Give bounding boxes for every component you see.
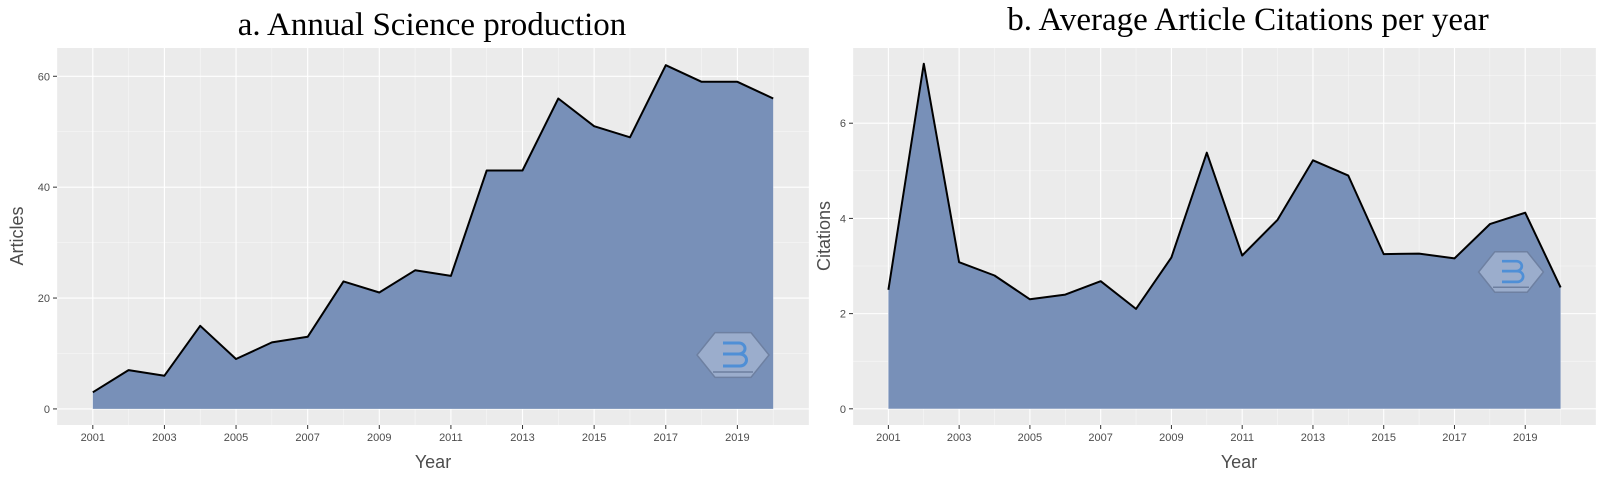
x-axis-label: Year <box>415 452 451 472</box>
x-tick-label: 2015 <box>582 432 606 444</box>
y-tick-label: 0 <box>44 404 50 416</box>
x-axis-ticks: 2001 2003 2005 2007 2009 2011 2013 2015 2017 2019 <box>81 425 750 444</box>
y-tick-label: 60 <box>38 71 50 83</box>
x-tick-label: 2007 <box>295 432 319 444</box>
x-tick-label: 2013 <box>510 432 534 444</box>
y-axis-ticks: 0 2 4 6 <box>840 118 853 416</box>
x-tick-label: 2019 <box>1513 432 1537 444</box>
x-tick-label: 2013 <box>1301 432 1325 444</box>
x-tick-label: 2001 <box>81 432 105 444</box>
x-tick-label: 2009 <box>1159 432 1183 444</box>
x-axis-label: Year <box>1221 452 1257 472</box>
x-tick-label: 2003 <box>947 432 971 444</box>
y-tick-label: 4 <box>840 213 846 225</box>
x-tick-label: 2005 <box>1018 432 1042 444</box>
chart-title: b. Average Article Citations per year <box>1007 2 1488 38</box>
y-tick-label: 20 <box>38 293 50 305</box>
x-tick-label: 2007 <box>1088 432 1112 444</box>
y-axis-label: Citations <box>814 201 834 271</box>
x-tick-label: 2019 <box>725 432 749 444</box>
area-fill <box>888 63 1561 409</box>
x-tick-label: 2011 <box>439 432 463 444</box>
x-tick-label: 2017 <box>1442 432 1466 444</box>
bibliometrix-logo-icon <box>1477 251 1545 293</box>
y-tick-label: 40 <box>38 182 50 194</box>
x-tick-label: 2017 <box>654 432 678 444</box>
y-tick-label: 6 <box>840 118 846 130</box>
y-tick-label: 2 <box>840 309 846 321</box>
x-tick-label: 2001 <box>876 432 900 444</box>
y-axis-label: Articles <box>7 206 27 265</box>
series-line <box>92 64 774 394</box>
series-line <box>887 62 1562 310</box>
area-fill <box>92 65 774 409</box>
x-axis-ticks: 2001 2003 2005 2007 2009 2011 2013 2015 2017 2019 <box>876 425 1537 444</box>
x-tick-label: 2015 <box>1371 432 1395 444</box>
x-tick-label: 2011 <box>1230 432 1254 444</box>
bibliometrix-logo-icon <box>696 331 770 379</box>
x-tick-label: 2009 <box>367 432 391 444</box>
y-tick-label: 0 <box>840 404 846 416</box>
chart-title: a. Annual Science production <box>238 7 627 43</box>
chart-panel-annual-production: a. Annual Science production 2001 2003 200… <box>7 7 810 472</box>
x-tick-label: 2003 <box>152 432 176 444</box>
chart-panel-average-citations: b. Average Article Citations per year 20… <box>814 2 1597 472</box>
y-axis-ticks: 0 20 40 60 <box>38 71 57 416</box>
x-tick-label: 2005 <box>224 432 248 444</box>
